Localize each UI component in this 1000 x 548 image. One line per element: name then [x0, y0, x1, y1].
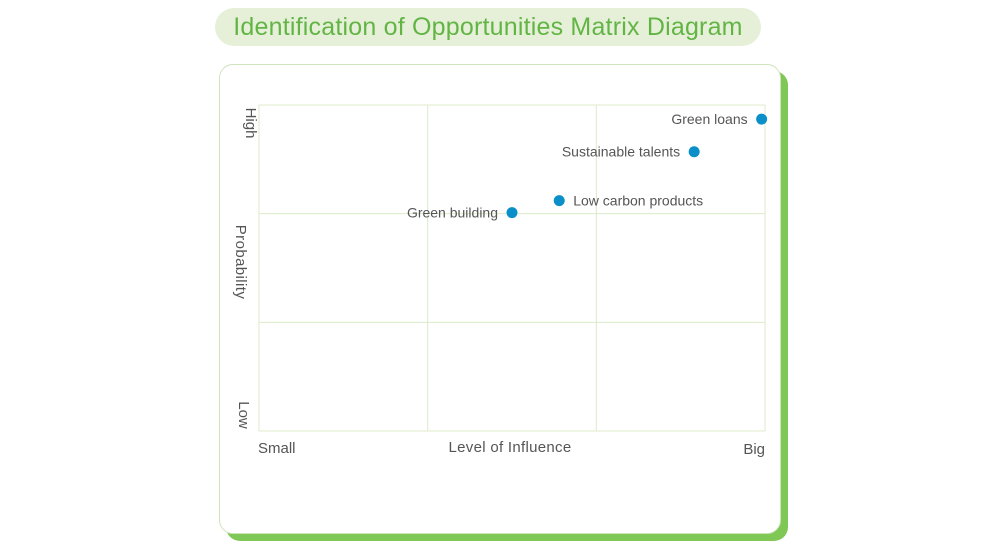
- x-tick-high: Big: [743, 441, 765, 458]
- x-tick-low: Small: [258, 440, 296, 457]
- data-points: Green loans Sustainable talents Low carbon…: [407, 111, 768, 221]
- data-point-label: Green building: [407, 205, 498, 221]
- data-point-label: Green loans: [671, 111, 747, 127]
- data-point: [506, 207, 518, 219]
- y-tick-high: High: [242, 108, 259, 139]
- data-point: [756, 113, 768, 125]
- x-axis-label: Level of Influence: [449, 439, 572, 456]
- data-point: [553, 195, 565, 207]
- data-point-label: Low carbon products: [573, 193, 703, 209]
- chart-grid: [258, 104, 766, 432]
- data-point: [688, 146, 700, 158]
- y-axis-label: Probability: [232, 225, 249, 300]
- chart-card: [219, 64, 781, 534]
- data-point-label: Sustainable talents: [562, 144, 680, 160]
- y-tick-low: Low: [235, 401, 252, 429]
- chart-title: Identification of Opportunities Matrix D…: [215, 8, 761, 46]
